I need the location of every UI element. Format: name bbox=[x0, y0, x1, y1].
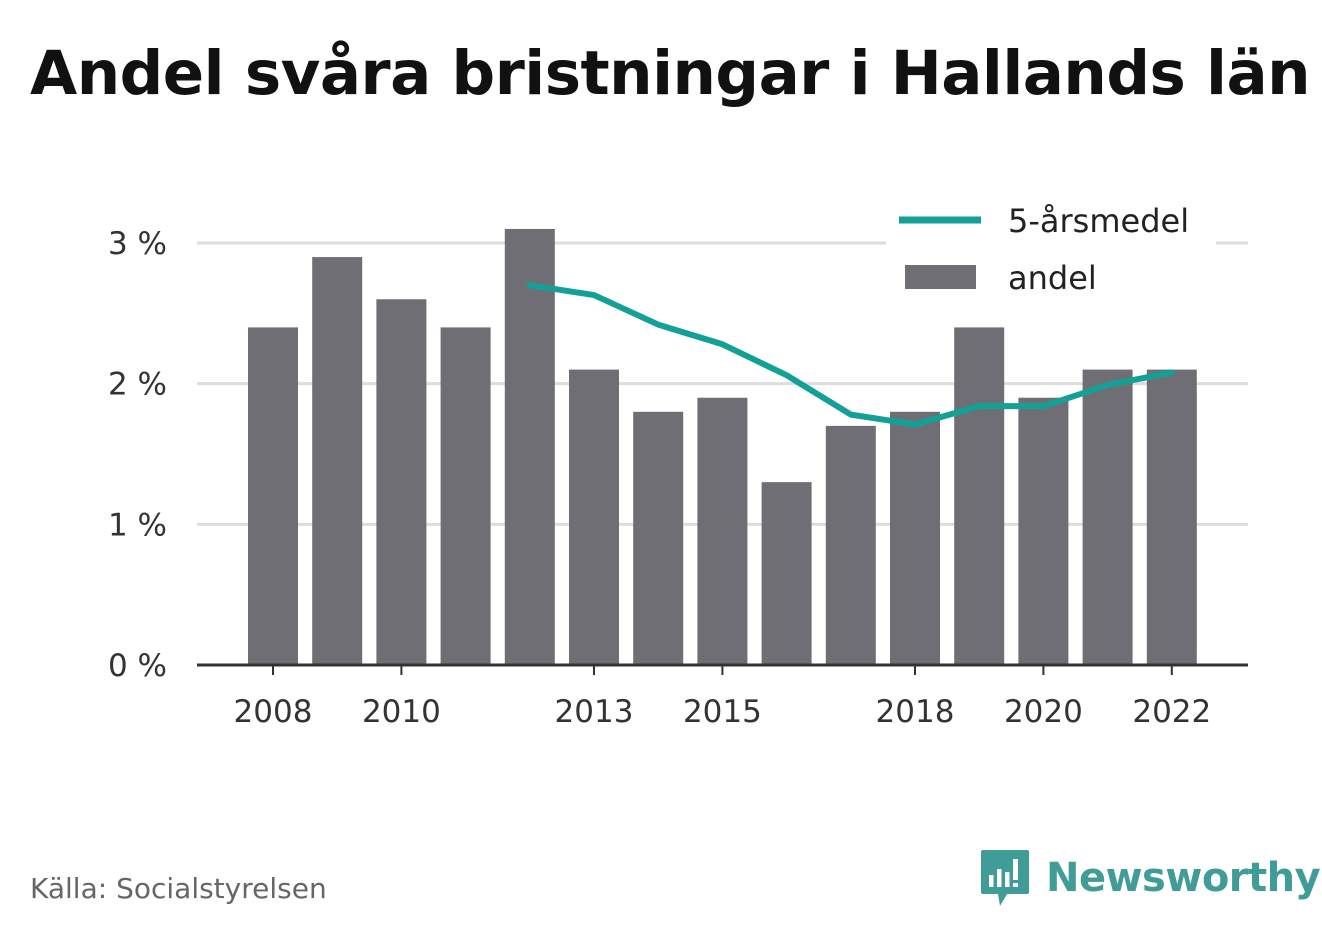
chart-title: Andel svåra bristningar i Hallands län bbox=[30, 38, 1311, 109]
bar-2009 bbox=[312, 257, 363, 665]
bar-2018 bbox=[890, 411, 940, 665]
x-tick-label-2020: 2020 bbox=[1004, 694, 1083, 730]
bar-2019 bbox=[954, 327, 1005, 665]
x-axis-labels: 2008 2010 2013 2015 2018 2020 2022 bbox=[234, 694, 1212, 730]
newsworthy-logo-icon bbox=[981, 850, 1029, 906]
source-note: Källa: Socialstyrelsen bbox=[30, 872, 327, 905]
bar-2014 bbox=[633, 411, 684, 665]
y-tick-label-2: 2 % bbox=[108, 367, 167, 403]
legend-swatch-bar bbox=[905, 265, 976, 289]
bar-series-andel bbox=[248, 228, 1197, 665]
y-axis-labels: 0 % 1 % 2 % 3 % bbox=[108, 226, 167, 684]
bar-2020 bbox=[1018, 397, 1069, 665]
bar-2008 bbox=[248, 327, 298, 665]
legend-label-5-arsmedel: 5-årsmedel bbox=[1008, 202, 1189, 240]
brand-name: Newsworthy bbox=[1046, 855, 1321, 901]
x-tick-label-2018: 2018 bbox=[876, 694, 955, 730]
y-tick-label-1: 1 % bbox=[108, 507, 167, 543]
y-tick-label-3: 3 % bbox=[108, 226, 167, 262]
y-tick-label-0: 0 % bbox=[108, 648, 167, 684]
bar-2022 bbox=[1146, 369, 1197, 665]
bar-2011 bbox=[440, 327, 491, 665]
bar-2012 bbox=[504, 228, 555, 665]
bar-2017 bbox=[825, 425, 876, 665]
line-path-5-arsmedel bbox=[526, 282, 1175, 428]
bar-2016 bbox=[761, 482, 812, 665]
x-tick-label-2015: 2015 bbox=[683, 694, 762, 730]
x-axis bbox=[197, 663, 1248, 675]
bar-2021 bbox=[1082, 369, 1133, 665]
bar-2010 bbox=[376, 299, 427, 665]
bar-2015 bbox=[697, 397, 748, 665]
brand[interactable]: Newsworthy bbox=[980, 848, 1321, 908]
x-tick-label-2022: 2022 bbox=[1132, 694, 1211, 730]
legend: 5-årsmedel andel bbox=[886, 195, 1216, 305]
line-series-5-arsmedel bbox=[526, 282, 1175, 428]
legend-label-andel: andel bbox=[1008, 259, 1097, 297]
bar-2013 bbox=[569, 369, 619, 665]
x-tick-label-2010: 2010 bbox=[362, 694, 441, 730]
x-tick-label-2008: 2008 bbox=[234, 694, 313, 730]
x-tick-label-2013: 2013 bbox=[555, 694, 634, 730]
